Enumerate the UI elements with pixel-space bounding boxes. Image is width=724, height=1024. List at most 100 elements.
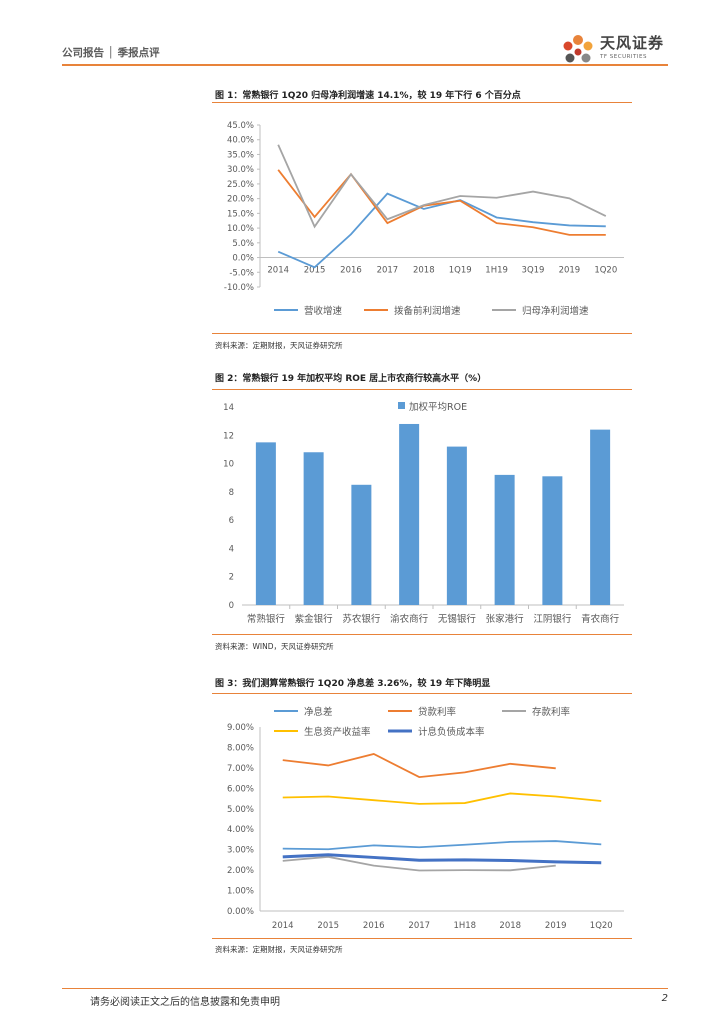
x-tick-label: 1Q20 — [594, 266, 617, 276]
y-tick-label: 5.0% — [232, 239, 254, 249]
legend-label: 生息资产收益率 — [304, 726, 371, 738]
figure-3-title: 图 3：我们测算常熟银行 1Q20 净息差 3.26%，较 19 年下降明显 — [215, 679, 491, 689]
x-tick-label: 常熟银行 — [247, 613, 286, 625]
figure-2-bottom-rule — [212, 634, 632, 635]
logo-en-text: TF SECURITIES — [600, 54, 647, 60]
x-tick-label: 2018 — [413, 266, 435, 276]
figure-1-bottom-rule — [212, 333, 632, 334]
breadcrumb: 公司报告 │ 季报点评 — [62, 47, 160, 59]
x-tick-label: 青农商行 — [581, 613, 620, 625]
series-line-1 — [277, 169, 606, 236]
y-tick-label: 4 — [229, 544, 234, 554]
figure-3-top-rule — [212, 693, 632, 694]
nim-line-chart: 9.00% 8.00% 7.00% 6.00% 5.00% 4.00% 3.00% 2.00%… — [227, 706, 624, 931]
x-tick-label: 1H18 — [453, 921, 476, 931]
series-line-4 — [282, 853, 602, 865]
x-tick-label: 2015 — [304, 266, 326, 276]
y-tick-label: 4.00% — [227, 825, 254, 835]
y-tick-label: 10 — [223, 460, 234, 470]
x-tick-label: 张家港行 — [486, 613, 525, 625]
x-tick-label: 2016 — [340, 266, 362, 276]
y-tick-label: 40.0% — [227, 136, 254, 146]
page-footer: 请务必阅读正文之后的信息披露和免责申明 2 — [62, 993, 668, 1013]
figure-3-chart: 9.00% 8.00% 7.00% 6.00% 5.00% 4.00% 3.00% 2.00%… — [212, 699, 632, 941]
page-number: 2 — [661, 993, 668, 1004]
x-tick-label: 3Q19 — [522, 266, 545, 276]
y-tick-label: 6.00% — [227, 784, 254, 794]
legend-label: 归母净利润增速 — [522, 305, 589, 317]
figure-2-top-rule — [212, 389, 632, 390]
x-tick-label: 2015 — [317, 921, 339, 931]
x-tick-label: 1Q19 — [449, 266, 472, 276]
x-tick-label: 2017 — [408, 921, 430, 931]
legend-label: 存款利率 — [532, 706, 571, 718]
x-tick-label: 2016 — [363, 921, 385, 931]
figure-1-title: 图 1：常熟银行 1Q20 归母净利润增速 14.1%，较 19 年下行 6 个… — [215, 91, 521, 101]
figure-2-title: 图 2：常熟银行 19 年加权平均 ROE 居上市农商行较高水平（%） — [215, 374, 487, 384]
x-tick-label: 2014 — [267, 266, 289, 276]
y-tick-label: 1.00% — [227, 887, 254, 897]
legend-label: 营收增速 — [304, 305, 343, 317]
x-tick-label: 2019 — [545, 921, 567, 931]
y-tick-label: -10.0% — [224, 283, 254, 293]
y-tick-label: 3.00% — [227, 846, 254, 856]
y-tick-label: 20.0% — [227, 195, 254, 205]
y-tick-label: 0.0% — [232, 254, 254, 264]
y-tick-label: 9.00% — [227, 723, 254, 733]
roe-bar-chart: 14 12 10 8 6 4 2 0 常熟银行 紫金银行 苏农银行 渝农商行 无锡银行 张家港行 江阴银行青… — [223, 401, 624, 625]
y-tick-label: 6 — [229, 516, 234, 526]
footer-divider — [62, 988, 668, 989]
x-tick-label: 渝农商行 — [390, 613, 429, 625]
tf-securities-logo: 天风证券 TF SECURITIES — [558, 32, 668, 70]
legend-label: 拨备前利润增速 — [394, 305, 461, 317]
bar-2 — [351, 484, 372, 605]
bar-7 — [590, 429, 611, 605]
y-tick-label: 0.00% — [227, 907, 254, 917]
x-tick-label: 2017 — [377, 266, 399, 276]
y-tick-label: 5.00% — [227, 805, 254, 815]
header-divider — [62, 64, 668, 66]
logo-cn-text: 天风证券 — [600, 34, 665, 52]
figure-3-source: 资料来源：定期财报，天风证券研究所 — [215, 945, 343, 954]
x-tick-label: 2019 — [559, 266, 581, 276]
y-tick-label: -5.0% — [229, 268, 254, 278]
figure-1-source: 资料来源：定期财报，天风证券研究所 — [215, 341, 343, 350]
y-tick-label: 12 — [223, 431, 234, 441]
series-line-2 — [277, 144, 607, 229]
y-tick-label: 7.00% — [227, 764, 254, 774]
series-line-3 — [282, 792, 602, 805]
series-line-0 — [282, 840, 602, 851]
disclaimer-text: 请务必阅读正文之后的信息披露和免责申明 — [90, 997, 280, 1008]
y-tick-label: 35.0% — [227, 150, 254, 160]
x-tick-label: 1H19 — [485, 266, 508, 276]
legend-swatch — [398, 402, 405, 409]
legend-label: 净息差 — [304, 706, 333, 718]
x-tick-label: 苏农银行 — [342, 613, 381, 625]
page-header: 公司报告 │ 季报点评 天风证券 TF SECURITIES — [62, 34, 668, 72]
bar-1 — [303, 452, 324, 605]
y-tick-label: 2 — [229, 573, 234, 583]
y-tick-label: 2.00% — [227, 866, 254, 876]
figure-1-top-rule — [212, 102, 632, 103]
y-tick-label: 15.0% — [227, 209, 254, 219]
flower-logo-icon — [563, 35, 593, 63]
y-tick-label: 10.0% — [227, 224, 254, 234]
series-line-2 — [282, 855, 556, 872]
x-tick-label: 2018 — [499, 921, 521, 931]
series-line-1 — [282, 753, 556, 779]
y-tick-label: 30.0% — [227, 165, 254, 175]
figure-2-source: 资料来源：WIND，天风证券研究所 — [215, 642, 334, 651]
legend-label: 加权平均ROE — [409, 401, 467, 413]
legend-label: 计息负债成本率 — [418, 726, 485, 738]
y-tick-label: 8 — [229, 488, 234, 498]
y-tick-label: 45.0% — [227, 121, 254, 131]
y-tick-label: 8.00% — [227, 743, 254, 753]
figure-1-chart: 45.0% 40.0% 35.0% 30.0% 25.0% 20.0% 15.0% 10.0%… — [212, 110, 632, 334]
bar-0 — [255, 442, 276, 605]
y-tick-label: 0 — [229, 601, 234, 611]
x-tick-label: 江阴银行 — [533, 613, 572, 625]
figure-2-chart: 14 12 10 8 6 4 2 0 常熟银行 紫金银行 苏农银行 渝农商行 无锡银行 张家港行 江阴银行青… — [212, 395, 632, 639]
x-tick-label: 2014 — [272, 921, 294, 931]
x-tick-label: 无锡银行 — [438, 613, 477, 625]
bar-3 — [399, 423, 420, 605]
